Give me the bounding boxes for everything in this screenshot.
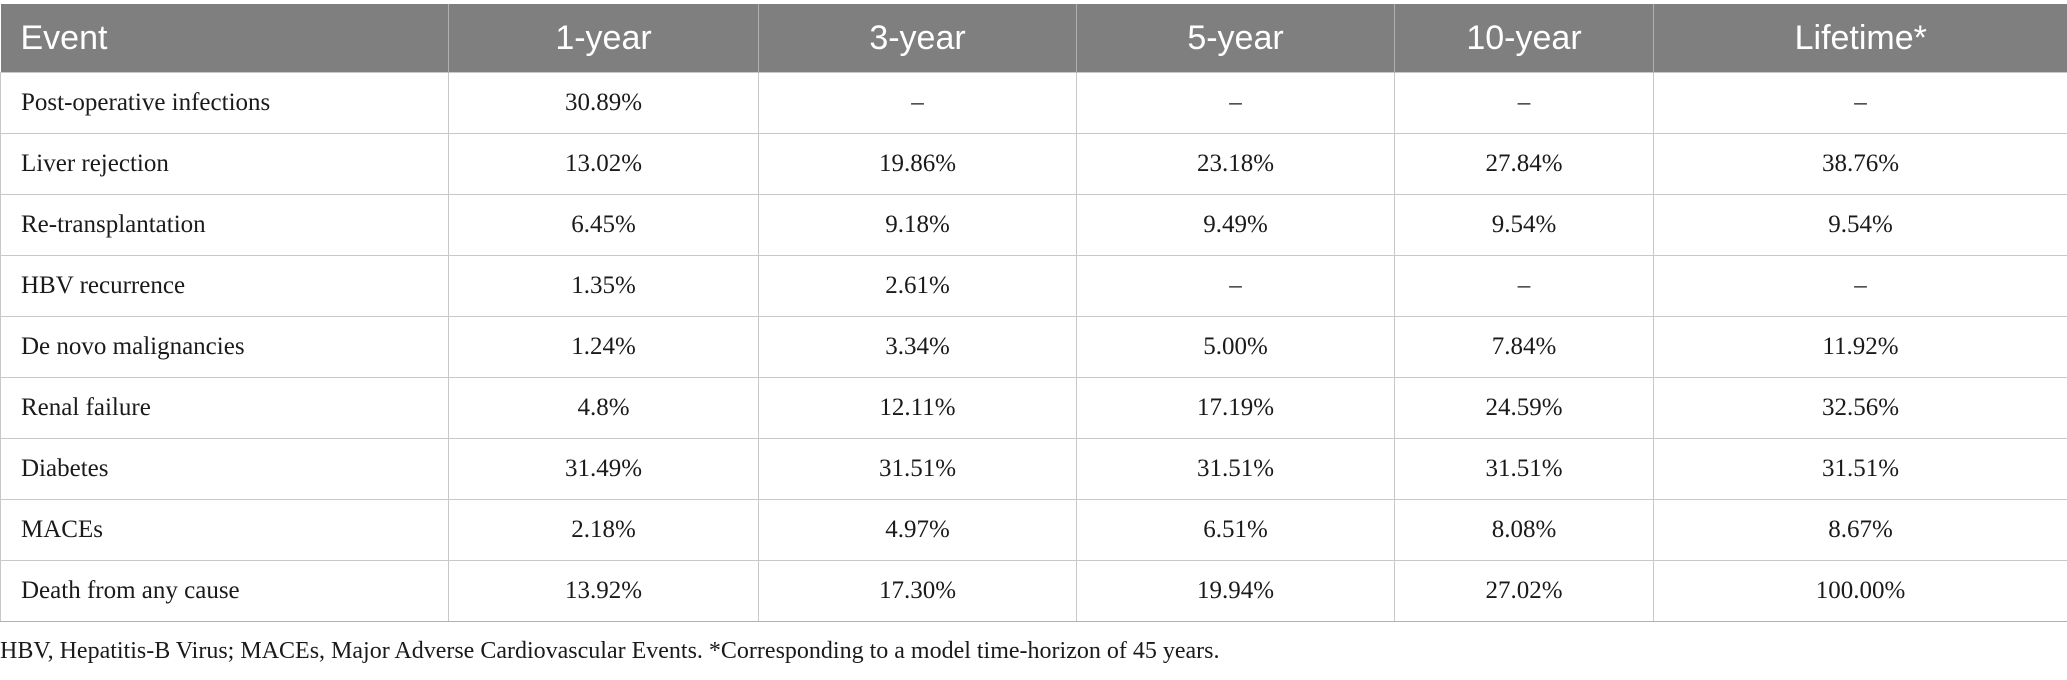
table-row: Liver rejection 13.02% 19.86% 23.18% 27.84% 3… <box>0 133 2067 195</box>
cell-event: Death from any cause <box>0 560 449 622</box>
cell-3-year: 3.34% <box>758 316 1077 378</box>
cell-event: Liver rejection <box>0 133 449 195</box>
cell-1-year: 13.92% <box>448 560 759 622</box>
cell-3-year: 17.30% <box>758 560 1077 622</box>
cell-3-year: 31.51% <box>758 438 1077 500</box>
table-row: Post-operative infections 30.89% – – – – <box>0 72 2067 134</box>
cell-1-year: 31.49% <box>448 438 759 500</box>
cell-1-year: 2.18% <box>448 499 759 561</box>
table-row: De novo malignancies 1.24% 3.34% 5.00% 7.84%… <box>0 316 2067 378</box>
cell-lifetime: 9.54% <box>1653 194 2067 256</box>
cell-event: Renal failure <box>0 377 449 439</box>
cell-lifetime: – <box>1653 255 2067 317</box>
cell-event: HBV recurrence <box>0 255 449 317</box>
cell-10-year: 7.84% <box>1394 316 1654 378</box>
cell-lifetime: 8.67% <box>1653 499 2067 561</box>
cell-10-year: 27.02% <box>1394 560 1654 622</box>
table-footnote: HBV, Hepatitis-B Virus; MACEs, Major Adv… <box>0 638 1220 664</box>
cell-3-year: 9.18% <box>758 194 1077 256</box>
cell-event: Diabetes <box>0 438 449 500</box>
event-probability-table-container: Event 1-year 3-year 5-year 10-year Lifet… <box>0 4 2067 622</box>
table-row: HBV recurrence 1.35% 2.61% – – – <box>0 255 2067 317</box>
cell-lifetime: 32.56% <box>1653 377 2067 439</box>
event-probability-table: Event 1-year 3-year 5-year 10-year Lifet… <box>0 4 2067 622</box>
table-row: Diabetes 31.49% 31.51% 31.51% 31.51% 31.51% <box>0 438 2067 500</box>
cell-lifetime: 38.76% <box>1653 133 2067 195</box>
cell-1-year: 6.45% <box>448 194 759 256</box>
cell-1-year: 13.02% <box>448 133 759 195</box>
cell-5-year: 6.51% <box>1076 499 1395 561</box>
cell-5-year: 17.19% <box>1076 377 1395 439</box>
cell-5-year: – <box>1076 255 1395 317</box>
table-row: Death from any cause 13.92% 17.30% 19.94% 27… <box>0 560 2067 622</box>
cell-1-year: 1.24% <box>448 316 759 378</box>
cell-10-year: 31.51% <box>1394 438 1654 500</box>
cell-10-year: 27.84% <box>1394 133 1654 195</box>
cell-event: De novo malignancies <box>0 316 449 378</box>
header-10-year: 10-year <box>1394 4 1654 73</box>
cell-3-year: 12.11% <box>758 377 1077 439</box>
table-row: MACEs 2.18% 4.97% 6.51% 8.08% 8.67% <box>0 499 2067 561</box>
header-5-year: 5-year <box>1076 4 1395 73</box>
header-lifetime: Lifetime* <box>1653 4 2067 73</box>
header-event: Event <box>0 4 449 73</box>
cell-10-year: 24.59% <box>1394 377 1654 439</box>
cell-1-year: 1.35% <box>448 255 759 317</box>
cell-event: MACEs <box>0 499 449 561</box>
cell-3-year: 19.86% <box>758 133 1077 195</box>
table-row: Re-transplantation 6.45% 9.18% 9.49% 9.54% 9.… <box>0 194 2067 256</box>
cell-event: Post-operative infections <box>0 72 449 134</box>
cell-lifetime: 100.00% <box>1653 560 2067 622</box>
cell-lifetime: 31.51% <box>1653 438 2067 500</box>
cell-5-year: 5.00% <box>1076 316 1395 378</box>
cell-10-year: 8.08% <box>1394 499 1654 561</box>
cell-10-year: – <box>1394 255 1654 317</box>
header-3-year: 3-year <box>758 4 1077 73</box>
cell-10-year: 9.54% <box>1394 194 1654 256</box>
cell-3-year: 4.97% <box>758 499 1077 561</box>
table-header: Event 1-year 3-year 5-year 10-year Lifet… <box>0 4 2067 73</box>
cell-lifetime: – <box>1653 72 2067 134</box>
cell-event: Re-transplantation <box>0 194 449 256</box>
header-1-year: 1-year <box>448 4 759 73</box>
cell-1-year: 30.89% <box>448 72 759 134</box>
cell-5-year: 19.94% <box>1076 560 1395 622</box>
cell-5-year: 31.51% <box>1076 438 1395 500</box>
cell-5-year: 23.18% <box>1076 133 1395 195</box>
cell-3-year: – <box>758 72 1077 134</box>
cell-3-year: 2.61% <box>758 255 1077 317</box>
cell-lifetime: 11.92% <box>1653 316 2067 378</box>
header-row: Event 1-year 3-year 5-year 10-year Lifet… <box>0 4 2067 73</box>
table-row: Renal failure 4.8% 12.11% 17.19% 24.59% 32.56… <box>0 377 2067 439</box>
cell-5-year: 9.49% <box>1076 194 1395 256</box>
cell-1-year: 4.8% <box>448 377 759 439</box>
table-body: Post-operative infections 30.89% – – – – Liver… <box>0 72 2067 622</box>
cell-5-year: – <box>1076 72 1395 134</box>
cell-10-year: – <box>1394 72 1654 134</box>
